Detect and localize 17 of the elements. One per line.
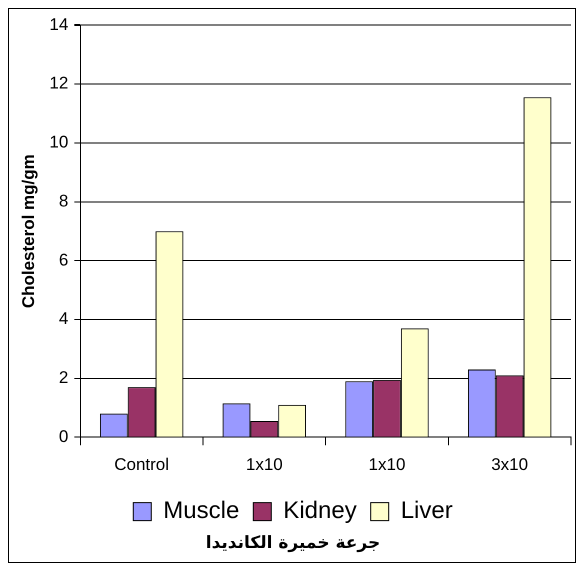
y-tick-label: 6: [58, 250, 68, 270]
x-axis-title: جرعة خميرة الكانديدا: [206, 533, 380, 554]
y-axis-title: Cholesterol mg/gm: [18, 154, 38, 308]
y-tick-label: 2: [58, 368, 68, 388]
x-tick-label: 3x10: [491, 455, 528, 474]
x-tick-label: 1x10: [246, 455, 283, 474]
y-tick-label: 0: [58, 426, 68, 446]
legend-label: Liver: [400, 497, 453, 524]
y-tick-label: 10: [49, 132, 68, 152]
x-tick-label: Control: [114, 455, 170, 474]
legend-label: Muscle: [163, 497, 240, 524]
y-tick-label: 8: [58, 191, 68, 210]
x-tick-label: 1x10: [368, 455, 406, 474]
y-tick-label: 14: [49, 14, 68, 34]
legend-label: Kidney: [283, 497, 357, 524]
y-tick-label: 12: [49, 74, 68, 93]
y-tick-label: 4: [58, 309, 68, 328]
